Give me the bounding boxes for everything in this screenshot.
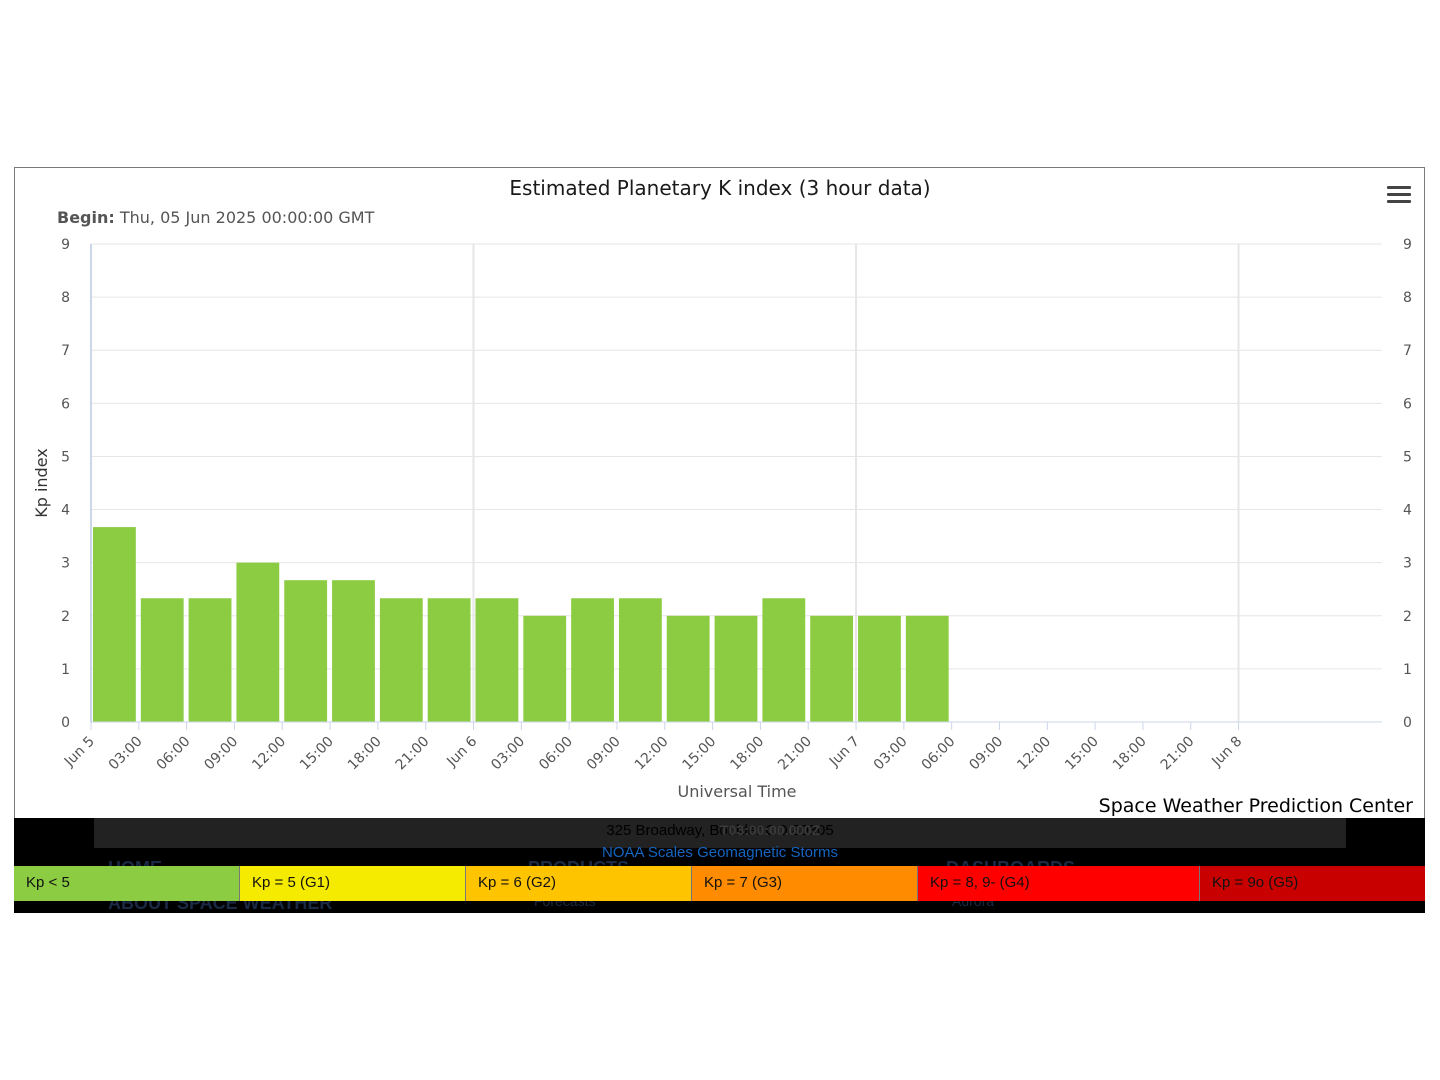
kp-bar [427, 598, 471, 722]
x-tick-label: 21:00 [1158, 734, 1198, 774]
y-tick-label-right: 9 [1403, 237, 1412, 253]
kp-bar [905, 615, 949, 722]
y-tick-label-left: 0 [61, 715, 70, 731]
scale-legend: Kp < 5 Kp = 5 (G1) Kp = 6 (G2) Kp = 7 (G… [14, 866, 1425, 901]
kp-bar [858, 615, 901, 722]
y-tick-label-right: 2 [1403, 609, 1412, 625]
kp-bar [571, 598, 614, 722]
y-tick-label-left: 3 [61, 556, 70, 572]
x-tick-label: 06:00 [154, 734, 194, 774]
x-tick-label: Jun 8 [1208, 734, 1245, 771]
y-tick-label-right: 3 [1403, 556, 1412, 572]
footer-address: 325 Broadway, Boulder CO 80305 [606, 822, 834, 839]
menu-line [1387, 200, 1411, 203]
x-tick-label: 06:00 [919, 734, 959, 774]
scales-title[interactable]: NOAA Scales Geomagnetic Storms [602, 844, 838, 861]
kp-bar [618, 598, 662, 722]
x-tick-label: 03:00 [871, 734, 911, 774]
y-tick-label-right: 1 [1403, 662, 1412, 678]
y-tick-label-left: 4 [61, 503, 70, 519]
scale-g1: Kp = 5 (G1) [240, 866, 466, 901]
begin-label: Begin: [57, 208, 115, 227]
x-tick-label: Jun 7 [826, 734, 863, 771]
y-tick-label-right: 5 [1403, 449, 1412, 465]
x-tick-label: 15:00 [680, 734, 720, 774]
x-tick-label: 15:00 [1062, 734, 1102, 774]
x-axis-title: Universal Time [677, 782, 796, 801]
kp-bar [236, 562, 280, 722]
y-tick-label-left: 1 [61, 662, 70, 678]
y-tick-label-left: 2 [61, 609, 70, 625]
x-tick-label: 09:00 [584, 734, 624, 774]
y-axis-title: Kp index [32, 448, 51, 518]
kp-bar [188, 598, 232, 722]
x-tick-label: 18:00 [1110, 734, 1150, 774]
scale-g2: Kp = 6 (G2) [466, 866, 692, 901]
x-tick-label: 12:00 [249, 734, 289, 774]
begin-value: Thu, 05 Jun 2025 00:00:00 GMT [119, 208, 375, 227]
kp-bar [810, 615, 854, 722]
kp-bar [140, 598, 184, 722]
x-tick-label: 09:00 [201, 734, 241, 774]
y-tick-label-left: 8 [61, 290, 70, 306]
y-tick-label-left: 7 [61, 343, 70, 359]
scale-g3: Kp = 7 (G3) [692, 866, 918, 901]
footer-timestamp: T03:00:00.000Z [720, 822, 821, 838]
menu-line [1387, 193, 1411, 196]
x-tick-label: 12:00 [1014, 734, 1054, 774]
chart-title: Estimated Planetary K index (3 hour data… [509, 176, 931, 200]
x-tick-label: 12:00 [632, 734, 672, 774]
kp-bar [379, 598, 423, 722]
y-tick-label-left: 5 [61, 449, 70, 465]
scale-g4: Kp = 8, 9- (G4) [918, 866, 1200, 901]
y-tick-label-left: 9 [61, 237, 70, 253]
y-tick-label-right: 0 [1403, 715, 1412, 731]
scale-g0: Kp < 5 [14, 866, 240, 901]
y-tick-label-left: 6 [61, 396, 70, 412]
x-tick-label: 15:00 [297, 734, 337, 774]
x-tick-label: Jun 5 [61, 734, 98, 771]
scale-g5: Kp = 9o (G5) [1200, 866, 1425, 901]
x-tick-label: Jun 6 [443, 733, 480, 770]
x-tick-label: 18:00 [727, 734, 767, 774]
kp-bar [523, 615, 567, 722]
x-tick-label: 09:00 [966, 734, 1006, 774]
menu-line [1387, 186, 1411, 189]
footer-address-bar: 325 Broadway, Boulder CO 80305 [94, 818, 1346, 848]
x-tick-label: 18:00 [345, 734, 385, 774]
y-tick-label-right: 4 [1403, 503, 1412, 519]
x-tick-label: 06:00 [536, 734, 576, 774]
y-tick-label-right: 6 [1403, 396, 1412, 412]
hamburger-menu-icon[interactable] [1387, 186, 1411, 206]
x-tick-label: 03:00 [488, 734, 528, 774]
kp-bar [714, 615, 758, 722]
kp-bar [284, 580, 328, 722]
kp-bar [332, 580, 375, 722]
kp-bar [666, 615, 710, 722]
x-tick-label: 21:00 [393, 734, 433, 774]
y-tick-label-right: 7 [1403, 343, 1412, 359]
y-tick-label-right: 8 [1403, 290, 1412, 306]
chart-credit: Space Weather Prediction Center [1098, 795, 1413, 817]
kp-bar [762, 598, 806, 722]
kp-bar [475, 598, 519, 722]
begin-time: Begin: Thu, 05 Jun 2025 00:00:00 GMT [57, 208, 374, 227]
x-tick-label: 21:00 [775, 734, 815, 774]
kp-bar [93, 527, 136, 722]
x-tick-label: 03:00 [106, 734, 146, 774]
